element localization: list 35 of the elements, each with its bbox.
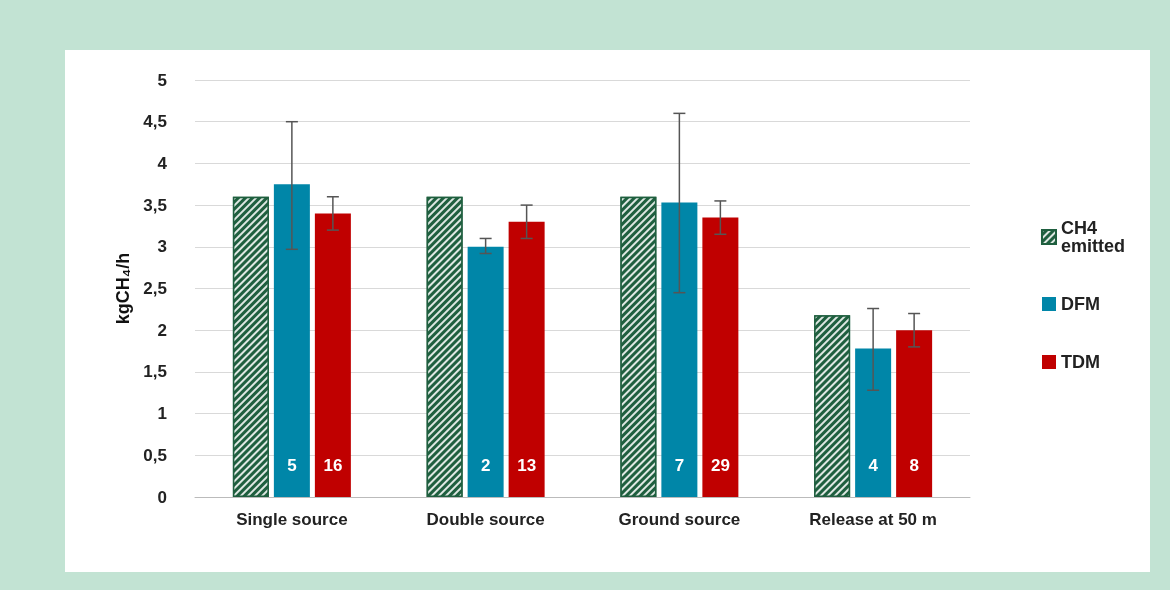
bar: [467, 246, 504, 497]
x-tick-label: Double source: [426, 510, 545, 529]
y-tick-label: 4: [157, 153, 168, 173]
bar: [661, 202, 698, 497]
legend-label: CH4 emitted: [1060, 218, 1125, 256]
annotation: 4: [868, 455, 879, 475]
annotation: 5: [287, 455, 297, 475]
x-tick-label: Release at 50 m: [809, 510, 937, 529]
y-tick-label: 1,5: [143, 362, 167, 382]
y-tick-label: 5: [157, 70, 167, 90]
y-axis-title: kgCH₄/h: [113, 252, 134, 325]
annotation: 7: [674, 455, 685, 475]
annotation: 2: [480, 455, 491, 475]
y-tick-label: 2: [157, 320, 167, 340]
x-tick-label: Single source: [236, 510, 348, 529]
bar: [508, 221, 545, 497]
y-tick-label: 3: [157, 237, 167, 257]
y-tick-label: 0: [157, 487, 167, 507]
legend-label: TDM: [1060, 352, 1100, 372]
y-tick-label: 4,5: [143, 112, 167, 132]
y-tick-label: 3,5: [143, 195, 167, 215]
bar: [702, 217, 739, 497]
bar: [855, 348, 892, 497]
y-tick-label: 2,5: [143, 279, 167, 298]
bar: [314, 213, 351, 497]
bar: [896, 330, 933, 497]
annotation: 29: [710, 455, 730, 475]
y-tick-label: 1: [157, 404, 167, 424]
annotation: 8: [909, 455, 919, 475]
x-tick-label: Ground source: [618, 510, 741, 529]
y-tick-label: 0,5: [143, 445, 167, 465]
annotation: 16: [323, 455, 343, 475]
legend-label: DFM: [1060, 294, 1100, 314]
annotation: 13: [517, 455, 537, 475]
bar: [273, 184, 310, 497]
